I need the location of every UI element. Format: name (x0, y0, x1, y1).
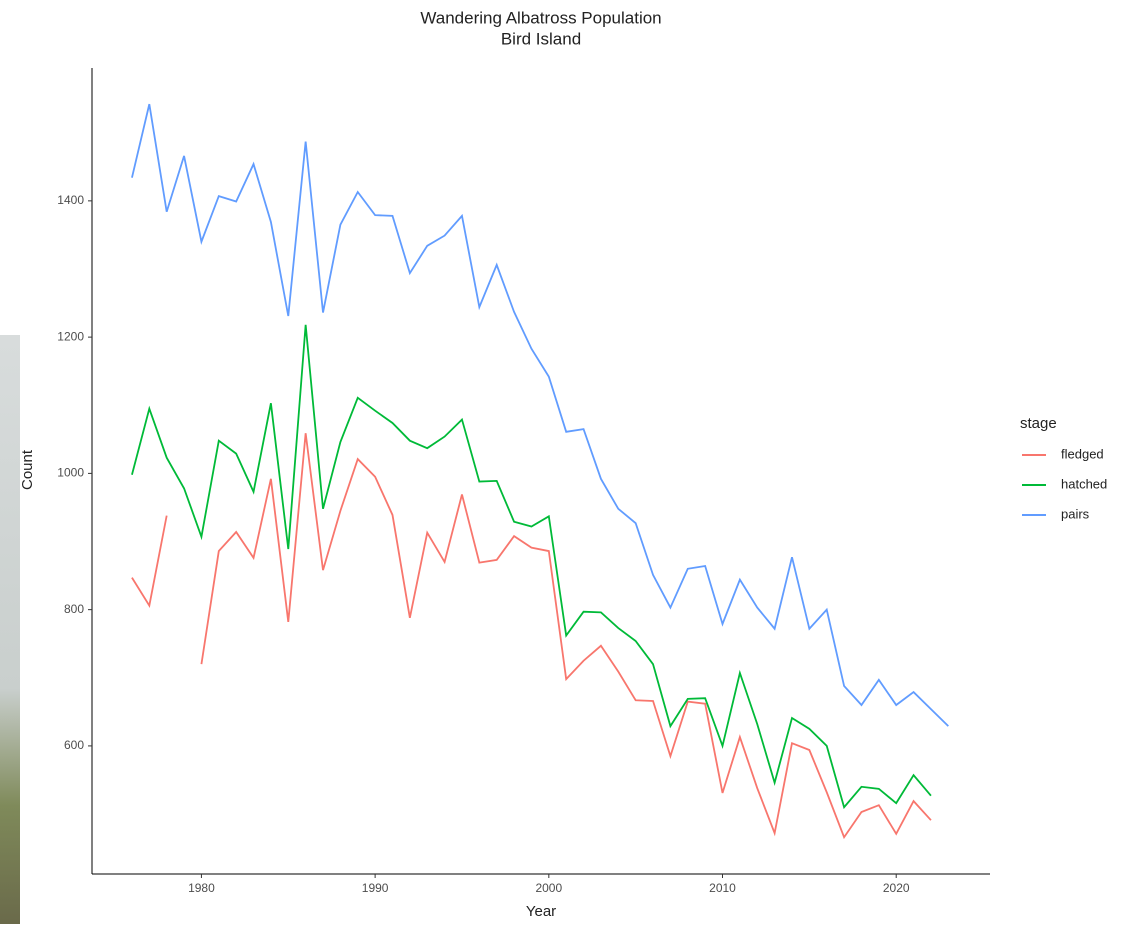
series-line (131, 103, 949, 727)
y-tick-label: 1200 (57, 329, 84, 343)
series-line (131, 324, 932, 810)
x-tick-label: 1990 (362, 881, 389, 895)
y-tick-label: 800 (64, 602, 84, 616)
background-photo (0, 335, 20, 924)
y-tick-label: 1400 (57, 193, 84, 207)
x-tick-label: 2000 (535, 881, 562, 895)
y-tick-label: 600 (64, 738, 84, 752)
legend-label: hatched (1061, 476, 1107, 491)
x-axis-label: Year (526, 903, 556, 920)
chart-subtitle: Bird Island (501, 29, 581, 48)
series-line (131, 433, 932, 840)
legend-label: pairs (1061, 506, 1090, 521)
x-tick-label: 1980 (188, 881, 215, 895)
legend-title: stage (1020, 415, 1057, 432)
y-axis-label: Count (19, 449, 36, 490)
y-tick-label: 1000 (57, 466, 84, 480)
legend-label: fledged (1061, 446, 1104, 461)
chart-title: Wandering Albatross Population (420, 8, 661, 27)
x-tick-label: 2020 (883, 881, 910, 895)
x-tick-label: 2010 (709, 881, 736, 895)
